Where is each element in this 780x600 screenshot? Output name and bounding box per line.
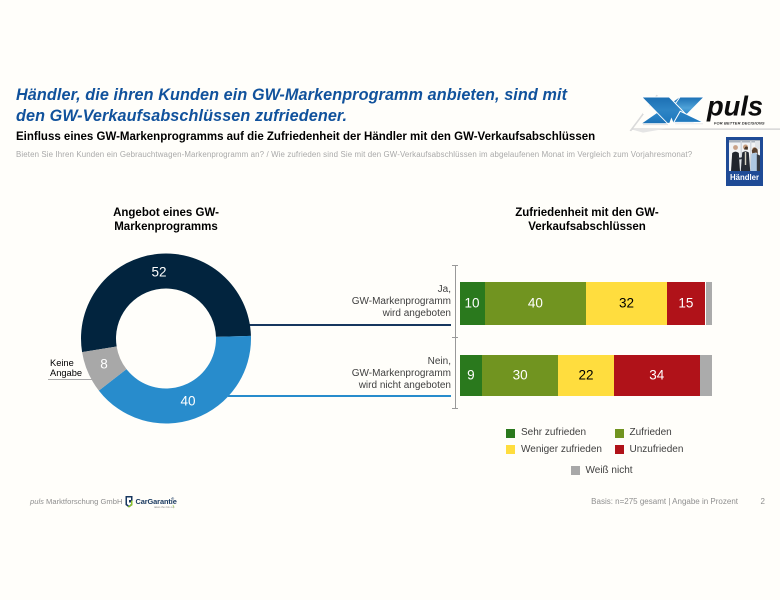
svg-text:puls: puls [706, 91, 763, 122]
svg-text:CarGarantie: CarGarantie [136, 497, 177, 506]
svg-text:takes the risk out: takes the risk out [154, 505, 175, 509]
svg-text:FOR BETTER DECISIONS: FOR BETTER DECISIONS [714, 121, 765, 126]
svg-text:®: ® [172, 497, 175, 501]
